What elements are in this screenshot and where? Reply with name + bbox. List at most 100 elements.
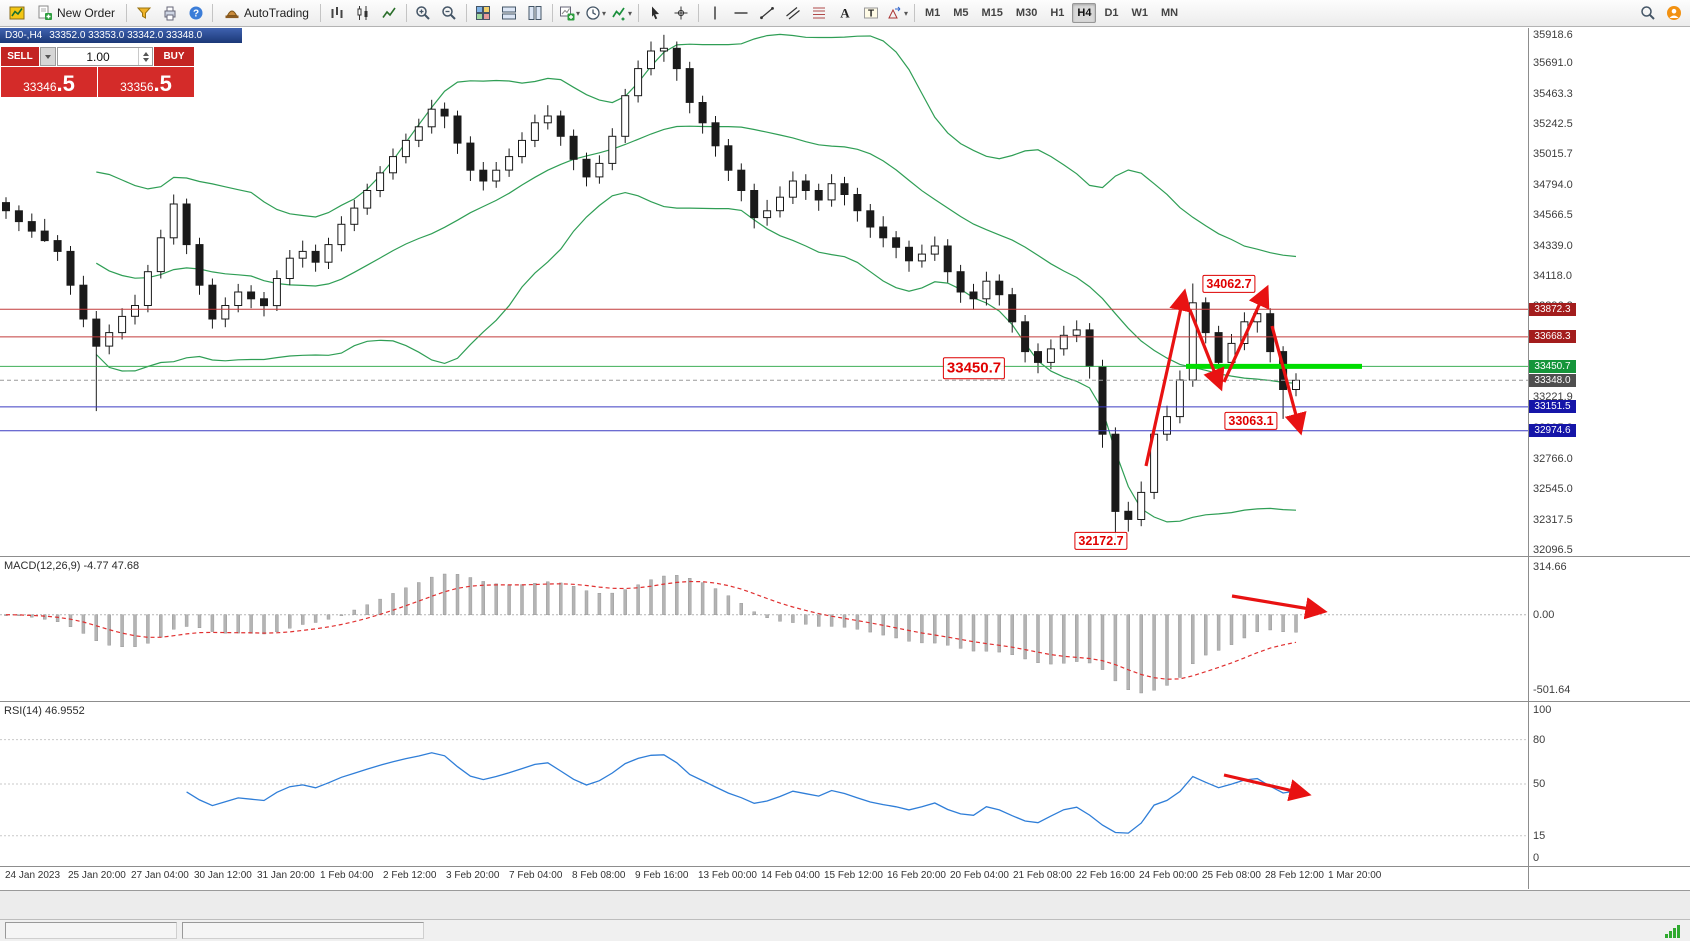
new-order-button-label: New Order bbox=[57, 6, 116, 20]
fibonacci-tool-icon[interactable] bbox=[807, 2, 832, 24]
cursor-icon[interactable] bbox=[643, 2, 668, 24]
timeframe-button-m30[interactable]: M30 bbox=[1015, 7, 1038, 19]
profiles-icon[interactable]: ▾ bbox=[583, 2, 608, 24]
rsi-indicator-label: RSI(14) 46.9552 bbox=[4, 705, 85, 717]
time-label: 15 Feb 12:00 bbox=[824, 870, 883, 881]
rsi-tick: 50 bbox=[1533, 778, 1546, 790]
chevron-down-icon: ▾ bbox=[575, 8, 580, 18]
panel-divider[interactable] bbox=[0, 701, 1690, 702]
time-label: 27 Jan 04:00 bbox=[131, 870, 189, 881]
time-label: 9 Feb 16:00 bbox=[635, 870, 689, 881]
stepper-down-icon bbox=[142, 57, 149, 62]
volume-input[interactable]: 1.00 bbox=[57, 47, 153, 66]
buy-price-main: 33356 bbox=[120, 80, 154, 94]
time-label: 1 Feb 04:00 bbox=[320, 870, 374, 881]
volume-stepper[interactable] bbox=[138, 48, 152, 65]
toolbar-separator bbox=[913, 4, 915, 22]
channel-tool-icon[interactable] bbox=[781, 2, 806, 24]
buy-button[interactable]: BUY bbox=[154, 47, 194, 66]
tile-windows-icon[interactable] bbox=[471, 2, 496, 24]
timeframe-button-h1[interactable]: H1 bbox=[1050, 7, 1065, 19]
time-label: 21 Feb 08:00 bbox=[1013, 870, 1072, 881]
panel-divider[interactable] bbox=[0, 556, 1690, 557]
new-order-button[interactable]: New Order bbox=[30, 2, 122, 24]
time-label: 22 Feb 16:00 bbox=[1076, 870, 1135, 881]
arrange-horizontal-icon[interactable] bbox=[523, 2, 548, 24]
time-scale[interactable]: 24 Jan 2023 25 Jan 20:00 27 Jan 04:00 30 Ja… bbox=[0, 867, 1528, 889]
print-icon[interactable] bbox=[157, 2, 182, 24]
app-logo-icon[interactable] bbox=[4, 2, 29, 24]
annotation-32172.7[interactable]: 32172.7 bbox=[1074, 531, 1128, 551]
zoom-out-icon[interactable] bbox=[437, 2, 462, 24]
shapes-tool-icon[interactable]: ▾ bbox=[885, 2, 910, 24]
toolbar-separator bbox=[637, 4, 639, 22]
time-label: 25 Jan 20:00 bbox=[68, 870, 126, 881]
chevron-down-icon: ▾ bbox=[601, 8, 606, 18]
price-badge-32974.6: 32974.6 bbox=[1529, 424, 1576, 438]
annotation-34062.7[interactable]: 34062.7 bbox=[1202, 274, 1256, 294]
funnel-icon[interactable] bbox=[131, 2, 156, 24]
one-click-trading-widget: SELL 1.00 BUY 33346 .5 33356 .5 bbox=[1, 47, 194, 97]
timeframe-button-w1[interactable]: W1 bbox=[1131, 7, 1149, 19]
svg-text:T: T bbox=[868, 9, 874, 20]
volume-value: 1.00 bbox=[86, 49, 110, 64]
price-tick: 35691.0 bbox=[1533, 57, 1573, 70]
sell-button[interactable]: SELL bbox=[1, 47, 39, 66]
help-icon[interactable]: ? bbox=[183, 2, 208, 24]
new-chart-icon[interactable]: ▾ bbox=[557, 2, 582, 24]
chart-line-icon[interactable] bbox=[377, 2, 402, 24]
toolbar-separator bbox=[551, 4, 553, 22]
timeframe-button-h4[interactable]: H4 bbox=[1072, 3, 1097, 23]
annotation-33063.1[interactable]: 33063.1 bbox=[1224, 411, 1278, 431]
indicators-icon[interactable]: ▾ bbox=[609, 2, 634, 24]
timeframe-button-mn[interactable]: MN bbox=[1161, 7, 1179, 19]
timeframe-button-m15[interactable]: M15 bbox=[981, 7, 1003, 19]
hline-tool-icon[interactable] bbox=[729, 2, 754, 24]
rsi-tick: 0 bbox=[1533, 852, 1540, 864]
chart-candles-icon[interactable] bbox=[351, 2, 376, 24]
price-tick: 32545.0 bbox=[1533, 482, 1573, 495]
price-tick: 32096.5 bbox=[1533, 543, 1573, 556]
timeframe-button-m5[interactable]: M5 bbox=[953, 7, 969, 19]
label-tool-icon[interactable]: T bbox=[859, 2, 884, 24]
profile-icon[interactable] bbox=[1661, 2, 1686, 24]
buy-price-button[interactable]: 33356 .5 bbox=[98, 67, 194, 97]
volume-dropdown[interactable] bbox=[40, 47, 56, 66]
crosshair-icon[interactable] bbox=[669, 2, 694, 24]
vline-tool-icon[interactable] bbox=[703, 2, 728, 24]
chevron-down-icon: ▾ bbox=[627, 8, 632, 18]
timeframe-button-m1[interactable]: M1 bbox=[924, 7, 941, 19]
price-tick: 34794.0 bbox=[1533, 178, 1573, 191]
sell-price-button[interactable]: 33346 .5 bbox=[1, 67, 97, 97]
bottom-chrome bbox=[0, 890, 1690, 941]
macd-tick: -501.64 bbox=[1533, 684, 1571, 697]
rsi-panel-canvas[interactable] bbox=[0, 702, 1528, 866]
macd-panel-canvas[interactable] bbox=[0, 557, 1528, 701]
toolbar-separator bbox=[697, 4, 699, 22]
trendline-tool-icon[interactable] bbox=[755, 2, 780, 24]
time-label: 8 Feb 08:00 bbox=[572, 870, 626, 881]
toolbar-separator bbox=[465, 4, 467, 22]
main-toolbar: New Order? AutoTrading ▾ ▾ ▾ A T ▾ M1 M5 M15 M30 H1 H… bbox=[0, 0, 1690, 27]
sell-price-fraction: .5 bbox=[56, 71, 75, 96]
search-icon[interactable] bbox=[1635, 2, 1660, 24]
price-tick: 32317.5 bbox=[1533, 513, 1573, 526]
time-label: 24 Feb 00:00 bbox=[1139, 870, 1198, 881]
annotation-33450.7[interactable]: 33450.7 bbox=[942, 357, 1006, 379]
zoom-in-icon[interactable] bbox=[411, 2, 436, 24]
stepper-up-icon bbox=[142, 51, 149, 56]
arrange-vertical-icon[interactable] bbox=[497, 2, 522, 24]
time-label: 28 Feb 12:00 bbox=[1265, 870, 1324, 881]
price-chart-canvas[interactable] bbox=[0, 28, 1690, 556]
chart-title-bar[interactable]: D30-,H4 33352.0 33353.0 33342.0 33348.0 bbox=[0, 28, 242, 43]
chart-bars-icon[interactable] bbox=[325, 2, 350, 24]
chart-ohlc-values: 33352.0 33353.0 33342.0 33348.0 bbox=[49, 30, 203, 41]
autotrading-button-label: AutoTrading bbox=[244, 6, 309, 20]
timeframe-button-d1[interactable]: D1 bbox=[1104, 7, 1119, 19]
rsi-tick: 100 bbox=[1533, 704, 1552, 716]
autotrading-button[interactable]: AutoTrading bbox=[217, 2, 316, 24]
text-tool-icon[interactable]: A bbox=[833, 2, 858, 24]
time-label: 24 Jan 2023 bbox=[5, 870, 61, 881]
time-label: 13 Feb 00:00 bbox=[698, 870, 757, 881]
